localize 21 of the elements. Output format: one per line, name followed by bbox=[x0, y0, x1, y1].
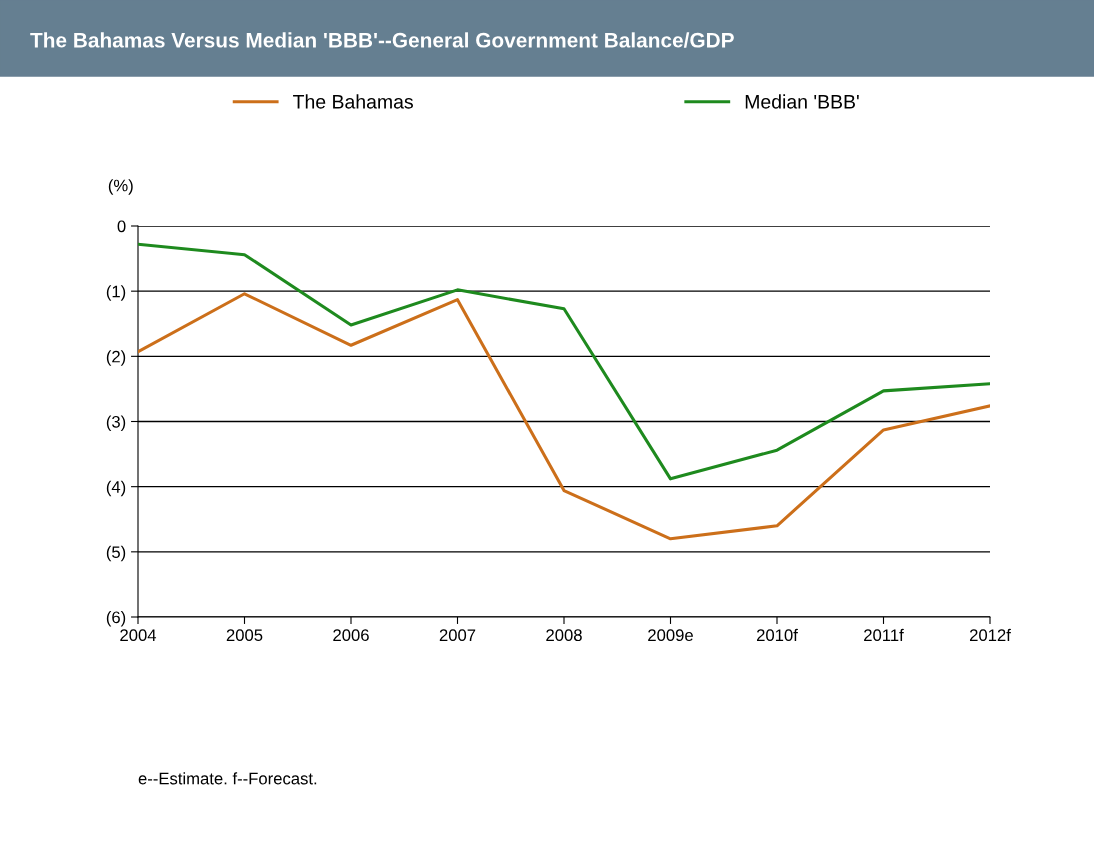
y-tick-label: (3) bbox=[106, 415, 126, 431]
x-tick-label: 2009e bbox=[648, 629, 693, 642]
legend-label: Median 'BBB' bbox=[745, 94, 859, 109]
x-tick-label: 2010f bbox=[756, 628, 798, 642]
x-tick-label: 2011f bbox=[864, 628, 904, 642]
y-tick-label: 0 bbox=[117, 220, 126, 233]
x-tick-label: 2004 bbox=[120, 629, 157, 642]
x-tick-label: 2005 bbox=[226, 629, 263, 642]
x-tick-label: 2007 bbox=[439, 629, 476, 642]
y-tick-label: (5) bbox=[106, 545, 126, 562]
x-tick-label: 2012f bbox=[969, 628, 1011, 642]
x-tick-label: 2008 bbox=[546, 629, 582, 642]
y-tick-label: (1) bbox=[106, 285, 126, 301]
x-tick-label: 2006 bbox=[333, 629, 369, 642]
y-tick-label: (2) bbox=[106, 350, 126, 366]
y-tick-label: (6) bbox=[106, 610, 126, 627]
y-tick-label: (4) bbox=[106, 480, 126, 497]
chart-title: The Bahamas Versus Median 'BBB'--General Government Balance/GDP bbox=[30, 32, 734, 48]
y-axis-title: (%) bbox=[108, 179, 133, 195]
legend-label: The Bahamas bbox=[293, 94, 413, 109]
text: e--Estimate. f--Forecast. bbox=[138, 772, 317, 785]
